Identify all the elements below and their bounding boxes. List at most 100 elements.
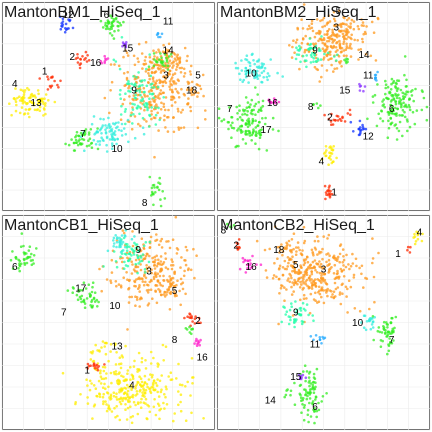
cluster-3-point xyxy=(341,292,344,295)
cluster-3-point xyxy=(168,85,171,88)
cluster-label-3: 3 xyxy=(321,264,327,275)
cluster-3-point xyxy=(350,286,353,289)
cluster-9-point xyxy=(139,260,142,263)
cluster-3-point xyxy=(348,268,351,271)
cluster-4-point xyxy=(149,390,152,393)
cluster-label-5: 5 xyxy=(172,286,178,297)
cluster-5-point xyxy=(278,278,281,281)
cluster-10-point xyxy=(105,131,108,134)
cluster-4-point xyxy=(115,392,118,395)
cluster-3-point xyxy=(98,268,101,271)
cluster-10-point xyxy=(370,328,373,331)
cluster-3-point xyxy=(373,276,376,279)
cluster-9-point xyxy=(141,79,144,82)
cluster-label-6: 6 xyxy=(12,262,18,273)
cluster-4-point xyxy=(119,381,122,384)
cluster-10-point xyxy=(107,124,110,127)
cluster-10-point xyxy=(259,74,262,77)
cluster-3-point xyxy=(190,269,193,272)
cluster-label-9: 9 xyxy=(131,85,137,96)
cluster-4-point xyxy=(177,390,180,393)
cluster-9-point xyxy=(319,49,322,52)
cluster-3-point xyxy=(202,74,205,77)
cluster-2-point xyxy=(188,316,191,319)
cluster-3-point xyxy=(277,323,280,326)
cluster-10-point xyxy=(93,139,96,142)
cluster-6-point xyxy=(109,32,112,35)
cluster-3-point xyxy=(321,39,324,42)
cluster-7-point xyxy=(391,330,394,333)
cluster-6-point xyxy=(11,250,14,253)
cluster-3-point xyxy=(361,265,364,268)
cluster-7-point xyxy=(251,113,254,116)
cluster-6-point xyxy=(396,97,399,100)
cluster-1-point xyxy=(326,190,329,193)
cluster-4-point xyxy=(20,97,23,100)
cluster-7-point xyxy=(91,286,94,289)
cluster-3-point xyxy=(314,66,317,69)
cluster-3-point xyxy=(179,266,182,269)
cluster-4-point xyxy=(107,360,110,363)
cluster-9-point xyxy=(296,53,299,56)
cluster-9-point xyxy=(336,54,339,57)
cluster-9-point xyxy=(119,68,122,71)
cluster-6-point xyxy=(23,251,26,254)
cluster-3-point xyxy=(178,128,181,131)
cluster-5-point xyxy=(347,25,350,28)
cluster-3-point xyxy=(350,265,353,268)
cluster-3-point xyxy=(349,43,352,46)
cluster-6-point xyxy=(376,125,379,128)
cluster-4-point xyxy=(115,363,118,366)
cluster-3-point xyxy=(350,55,353,58)
cluster-3-point xyxy=(272,277,275,280)
cluster-3-point xyxy=(314,266,317,269)
cluster-4-point xyxy=(100,375,103,378)
cluster-9-point xyxy=(295,46,298,49)
cluster-9-point xyxy=(123,261,126,264)
cluster-3-point xyxy=(156,265,159,268)
cluster-10-point xyxy=(120,243,123,246)
cluster-4-point xyxy=(140,398,143,401)
cluster-3-point xyxy=(172,264,175,267)
cluster-6-point xyxy=(398,130,401,133)
cluster-10-point xyxy=(98,143,101,146)
cluster-10-point xyxy=(127,119,130,122)
cluster-6-point xyxy=(393,98,396,101)
panel-title: MantonCB1_HiSeq_1 xyxy=(4,217,159,234)
cluster-3-point xyxy=(143,284,146,287)
cluster-9-point xyxy=(305,54,308,57)
cluster-11-point xyxy=(310,335,313,338)
cluster-4-point xyxy=(120,367,123,370)
cluster-4-point xyxy=(142,385,145,388)
cluster-17-point xyxy=(255,131,258,134)
cluster-5-point xyxy=(169,59,172,62)
cluster-3-point xyxy=(340,303,343,306)
cluster-5-point xyxy=(157,288,160,291)
cluster-9-point xyxy=(115,260,118,263)
cluster-9-point xyxy=(150,86,153,89)
cluster-3-point xyxy=(123,84,126,87)
cluster-3-point xyxy=(181,109,184,112)
cluster-4-point xyxy=(113,391,116,394)
cluster-10-point xyxy=(240,59,243,62)
cluster-7-point xyxy=(237,127,240,130)
cluster-3-point xyxy=(110,63,113,66)
cluster-6-point xyxy=(106,25,109,28)
cluster-3-point xyxy=(143,87,146,90)
cluster-18-point xyxy=(287,256,290,259)
cluster-3-point xyxy=(139,298,142,301)
cluster-3-point xyxy=(160,102,163,105)
cluster-4-point xyxy=(103,378,106,381)
cluster-7-point xyxy=(390,321,393,324)
cluster-7-point xyxy=(235,106,238,109)
cluster-4-point xyxy=(160,408,163,411)
cluster-3-point xyxy=(349,22,352,25)
cluster-4-point xyxy=(146,383,149,386)
cluster-9-point xyxy=(307,314,310,317)
cluster-6-point xyxy=(414,123,417,126)
cluster-6-point xyxy=(385,83,388,86)
cluster-10-point xyxy=(124,246,127,249)
cluster-label-4: 4 xyxy=(417,228,423,239)
cluster-10-point xyxy=(257,66,260,69)
cluster-9-point xyxy=(140,256,143,259)
